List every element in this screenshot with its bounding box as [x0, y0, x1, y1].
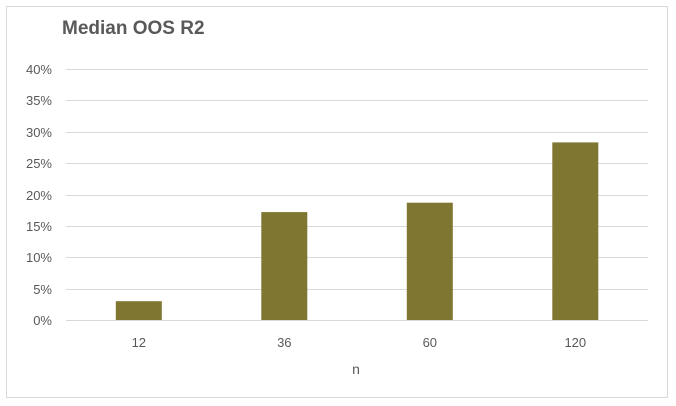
bars — [115, 142, 599, 320]
y-tick-label: 30% — [26, 125, 52, 140]
y-tick-label: 15% — [26, 219, 52, 234]
x-tick-label: 60 — [423, 335, 437, 350]
x-axis-tick-labels: 12 36 60 120 — [132, 335, 587, 350]
x-tick-label: 120 — [564, 335, 586, 350]
bar-60 — [406, 202, 453, 320]
x-tick-label: 36 — [277, 335, 291, 350]
y-tick-label: 10% — [26, 250, 52, 265]
gridlines — [66, 69, 648, 321]
chart-title: Median OOS R2 — [62, 18, 205, 39]
y-tick-label: 20% — [26, 188, 52, 203]
y-axis-tick-labels: 0% 5% 10% 15% 20% 25% 30% 35% 40% — [26, 62, 52, 328]
y-tick-label: 35% — [26, 93, 52, 108]
bar-120 — [552, 142, 599, 320]
x-axis-title: n — [352, 361, 360, 377]
y-tick-label: 5% — [33, 282, 52, 297]
x-tick-label: 12 — [132, 335, 146, 350]
y-tick-label: 40% — [26, 62, 52, 77]
y-tick-label: 25% — [26, 156, 52, 171]
y-tick-label: 0% — [33, 313, 52, 328]
bar-12 — [115, 301, 162, 320]
bar-36 — [261, 212, 308, 320]
